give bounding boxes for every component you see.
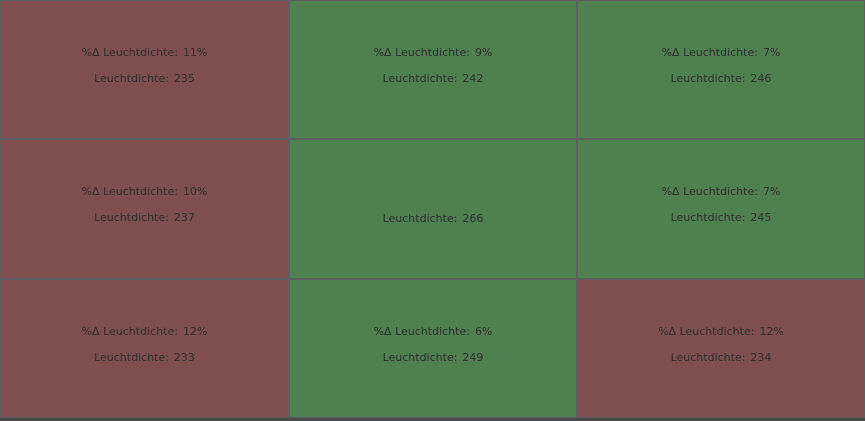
delta-value: 7% bbox=[762, 185, 781, 198]
measurement-cell: %Δ Leuchtdichte: 12% Leuchtdichte: 234 bbox=[577, 279, 865, 418]
luminance-value: 234 bbox=[750, 351, 772, 364]
luminance-value: 245 bbox=[750, 211, 772, 224]
measurement-cell: %Δ Leuchtdichte: 12% Leuchtdichte: 233 bbox=[0, 279, 289, 418]
luminance-label: Leuchtdichte: bbox=[670, 211, 746, 224]
delta-value: 7% bbox=[762, 46, 781, 59]
luminance-line: Leuchtdichte: 233 bbox=[1, 351, 288, 364]
luminance-line: Leuchtdichte: 266 bbox=[290, 212, 576, 225]
luminance-label: Leuchtdichte: bbox=[94, 211, 169, 224]
measurement-cell: %Δ Leuchtdichte: 7% Leuchtdichte: 246 bbox=[577, 0, 865, 139]
luminance-line: Leuchtdichte: 234 bbox=[578, 351, 864, 364]
luminance-value: 237 bbox=[173, 211, 195, 224]
delta-label: %Δ Leuchtdichte: bbox=[661, 185, 758, 198]
measurement-cell: %Δ Leuchtdichte: 6% Leuchtdichte: 249 bbox=[289, 279, 577, 418]
delta-line: %Δ Leuchtdichte: 7% bbox=[578, 46, 864, 59]
measurement-cell: %Δ Leuchtdichte: 9% Leuchtdichte: 242 bbox=[289, 0, 577, 139]
delta-value: 9% bbox=[474, 46, 493, 59]
luminance-value: 249 bbox=[462, 351, 484, 364]
delta-label: %Δ Leuchtdichte: bbox=[661, 46, 758, 59]
luminance-value: 242 bbox=[462, 72, 484, 85]
delta-value: 11% bbox=[182, 46, 208, 59]
luminance-label: Leuchtdichte: bbox=[94, 72, 169, 85]
luminance-line: Leuchtdichte: 249 bbox=[290, 351, 576, 364]
luminance-line: Leuchtdichte: 237 bbox=[1, 211, 288, 224]
delta-label: %Δ Leuchtdichte: bbox=[81, 325, 178, 338]
luminance-label: Leuchtdichte: bbox=[382, 212, 458, 225]
delta-line: %Δ Leuchtdichte: 12% bbox=[578, 325, 864, 338]
luminance-label: Leuchtdichte: bbox=[670, 351, 746, 364]
luminance-line: Leuchtdichte: 245 bbox=[578, 211, 864, 224]
delta-line: %Δ Leuchtdichte: 9% bbox=[290, 46, 576, 59]
delta-line: %Δ Leuchtdichte: 7% bbox=[578, 185, 864, 198]
measurement-cell: %Δ Leuchtdichte: 7% Leuchtdichte: 245 bbox=[577, 139, 865, 279]
delta-value: 12% bbox=[759, 325, 784, 338]
measurement-cell: Leuchtdichte: 266 bbox=[289, 139, 577, 279]
luminance-line: Leuchtdichte: 235 bbox=[1, 72, 288, 85]
luminance-value: 235 bbox=[173, 72, 195, 85]
delta-label: %Δ Leuchtdichte: bbox=[658, 325, 755, 338]
delta-label: %Δ Leuchtdichte: bbox=[373, 325, 470, 338]
delta-value: 6% bbox=[474, 325, 493, 338]
delta-value: 10% bbox=[182, 185, 208, 198]
measurement-cell: %Δ Leuchtdichte: 11% Leuchtdichte: 235 bbox=[0, 0, 289, 139]
delta-label: %Δ Leuchtdichte: bbox=[373, 46, 470, 59]
delta-line: %Δ Leuchtdichte: 12% bbox=[1, 325, 288, 338]
delta-label: %Δ Leuchtdichte: bbox=[81, 185, 178, 198]
luminance-value: 266 bbox=[462, 212, 484, 225]
delta-line: %Δ Leuchtdichte: 10% bbox=[1, 185, 288, 198]
delta-value: 12% bbox=[182, 325, 208, 338]
delta-line: %Δ Leuchtdichte: 11% bbox=[1, 46, 288, 59]
luminance-line: Leuchtdichte: 246 bbox=[578, 72, 864, 85]
luminance-value: 246 bbox=[750, 72, 772, 85]
luminance-label: Leuchtdichte: bbox=[382, 72, 458, 85]
luminance-line: Leuchtdichte: 242 bbox=[290, 72, 576, 85]
delta-label: %Δ Leuchtdichte: bbox=[81, 46, 178, 59]
luminance-label: Leuchtdichte: bbox=[382, 351, 458, 364]
luminance-label: Leuchtdichte: bbox=[670, 72, 746, 85]
measurement-cell: %Δ Leuchtdichte: 10% Leuchtdichte: 237 bbox=[0, 139, 289, 279]
delta-line: %Δ Leuchtdichte: 6% bbox=[290, 325, 576, 338]
luminance-value: 233 bbox=[173, 351, 195, 364]
luminance-label: Leuchtdichte: bbox=[94, 351, 169, 364]
